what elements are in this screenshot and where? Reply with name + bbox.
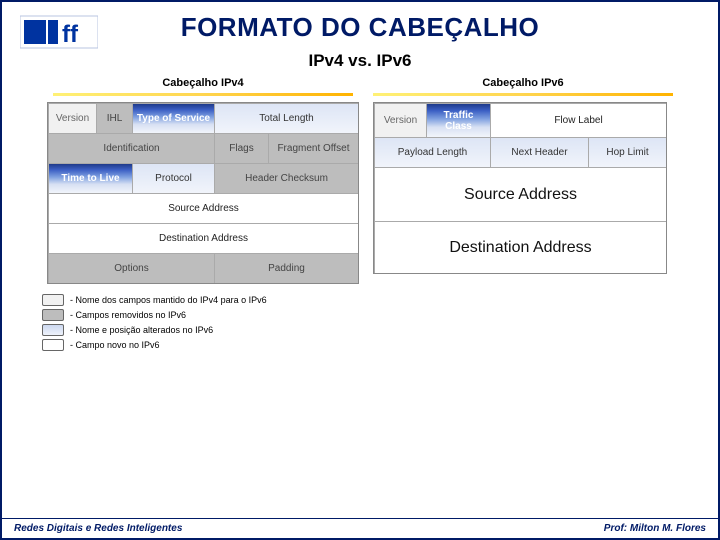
- accent-bar: [53, 93, 353, 96]
- header-field: Protocol: [132, 163, 214, 193]
- legend-item: - Nome dos campos mantido do IPv4 para o…: [42, 294, 718, 306]
- header-field: Header Checksum: [214, 163, 358, 193]
- subtitle: IPv4 vs. IPv6: [2, 51, 718, 71]
- ipv4-title: Cabeçalho IPv4: [47, 77, 359, 89]
- ipv4-grid: VersionIHLType of ServiceTotal LengthIde…: [47, 102, 359, 284]
- svg-text:ff: ff: [62, 21, 79, 48]
- header-field: Options: [48, 253, 214, 283]
- header-field: Type of Service: [132, 103, 214, 133]
- legend-text: - Nome dos campos mantido do IPv4 para o…: [70, 295, 267, 305]
- header-field: Payload Length: [374, 137, 490, 167]
- header-field: Destination Address: [374, 221, 666, 273]
- header-field: Padding: [214, 253, 358, 283]
- header-field: Total Length: [214, 103, 358, 133]
- legend-item: - Campos removidos no IPv6: [42, 309, 718, 321]
- legend-swatch: [42, 309, 64, 321]
- ipv4-block: Cabeçalho IPv4 VersionIHLType of Service…: [47, 77, 359, 284]
- legend-swatch: [42, 339, 64, 351]
- legend-text: - Campos removidos no IPv6: [70, 310, 186, 320]
- header-field: Source Address: [374, 167, 666, 221]
- header-field: Time to Live: [48, 163, 132, 193]
- header-field: Next Header: [490, 137, 588, 167]
- header-field: Hop Limit: [588, 137, 666, 167]
- header-field: IHL: [96, 103, 132, 133]
- legend-swatch: [42, 294, 64, 306]
- uff-logo: ff: [20, 12, 98, 52]
- header-field: Flags: [214, 133, 268, 163]
- ipv6-grid: VersionTraffic ClassFlow LabelPayload Le…: [373, 102, 667, 274]
- header-field: Traffic Class: [426, 103, 490, 137]
- ipv6-block: Cabeçalho IPv6 VersionTraffic ClassFlow …: [373, 77, 673, 284]
- footer: Redes Digitais e Redes Inteligentes Prof…: [2, 518, 718, 534]
- header-field: Fragment Offset: [268, 133, 358, 163]
- legend-text: - Nome e posição alterados no IPv6: [70, 325, 213, 335]
- footer-right: Prof: Milton M. Flores: [604, 523, 706, 534]
- accent-bar: [373, 93, 673, 96]
- header-comparison: Cabeçalho IPv4 VersionIHLType of Service…: [24, 77, 696, 284]
- header-field: Version: [374, 103, 426, 137]
- header-field: Flow Label: [490, 103, 666, 137]
- page-title: FORMATO DO CABEÇALHO: [2, 2, 718, 43]
- ipv6-title: Cabeçalho IPv6: [373, 77, 673, 89]
- legend: - Nome dos campos mantido do IPv4 para o…: [42, 294, 718, 351]
- header-field: Identification: [48, 133, 214, 163]
- footer-left: Redes Digitais e Redes Inteligentes: [14, 523, 182, 534]
- header-field: Source Address: [48, 193, 358, 223]
- header-field: Destination Address: [48, 223, 358, 253]
- legend-item: - Nome e posição alterados no IPv6: [42, 324, 718, 336]
- header-field: Version: [48, 103, 96, 133]
- legend-text: - Campo novo no IPv6: [70, 340, 160, 350]
- legend-item: - Campo novo no IPv6: [42, 339, 718, 351]
- legend-swatch: [42, 324, 64, 336]
